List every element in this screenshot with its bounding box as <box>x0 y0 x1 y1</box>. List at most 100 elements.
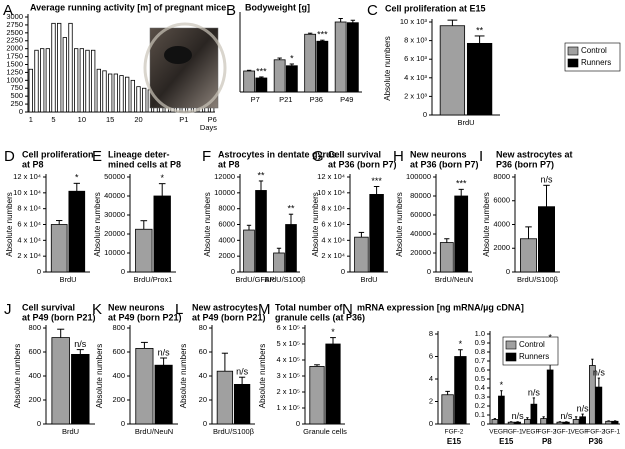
panel-letter: C <box>367 2 378 19</box>
y-tick-label: 2750 <box>6 20 23 29</box>
panel-letter: L <box>175 301 183 318</box>
y-tick-label: 6 x 10⁴ <box>17 219 41 228</box>
legend-swatch <box>567 58 579 68</box>
bar <box>68 22 73 113</box>
bar <box>491 419 499 425</box>
y-axis-label: Absolute numbers <box>311 192 320 256</box>
panel-title: at P36 (born P7) <box>410 159 479 169</box>
bar <box>346 22 359 93</box>
panel-title: Cell survival <box>22 302 75 312</box>
bar <box>538 206 556 273</box>
bar <box>595 386 603 425</box>
bar <box>50 224 68 273</box>
panel-title: New neurons <box>410 149 467 159</box>
significance: n/s <box>236 367 249 377</box>
bar <box>108 73 113 113</box>
y-tick-label: 60000 <box>410 210 431 219</box>
y-tick-label: 8 <box>429 329 433 338</box>
panel-letter: J <box>4 301 12 318</box>
y-axis-label: Absolute numbers <box>5 192 14 256</box>
x-tick-label: 15 <box>106 115 114 124</box>
y-tick-label: 800 <box>112 323 125 332</box>
y-tick-label: 4000 <box>218 235 235 244</box>
bar <box>255 190 267 273</box>
significance: ** <box>476 25 484 35</box>
bar <box>40 48 45 113</box>
y-tick-label: 4 <box>429 374 433 383</box>
y-tick-label: 0 <box>121 267 125 276</box>
bar <box>102 70 107 113</box>
bar <box>572 419 580 425</box>
bar <box>51 337 70 425</box>
panel-title: Bodyweight [g] <box>245 2 310 12</box>
bar <box>439 25 466 116</box>
y-tick-label: 6 <box>429 351 433 360</box>
significance: n/s <box>593 367 606 377</box>
x-tick-label: Granule cells <box>303 427 347 436</box>
bar <box>45 48 50 113</box>
significance: n/s <box>74 339 87 349</box>
significance: *** <box>317 30 328 40</box>
panel-letter: D <box>4 148 15 165</box>
bar <box>136 86 141 113</box>
y-axis-label: Absolute numbers <box>203 192 212 256</box>
bar <box>454 356 467 425</box>
significance: *** <box>256 66 267 76</box>
bar <box>125 76 130 113</box>
y-tick-label: 600 <box>112 347 125 356</box>
y-tick-label: 0 <box>427 267 431 276</box>
x-tick-label: BrdU/S100β <box>264 275 306 284</box>
bar <box>369 194 384 273</box>
bar <box>309 365 325 425</box>
x-tick-label: P6 <box>208 115 217 124</box>
y-tick-label: 6000 <box>493 196 510 205</box>
panel-title: at P49 (born P21) <box>192 312 266 322</box>
y-tick-label: 4 x 10³ <box>404 73 427 82</box>
y-tick-label: 40 <box>199 371 207 380</box>
y-tick-label: 0 <box>121 419 125 428</box>
bar <box>135 228 153 273</box>
panel-title: mined cells at P8 <box>108 159 181 169</box>
panel-letter: F <box>202 148 211 165</box>
panel-letter: E <box>92 148 102 165</box>
x-tick-label: VEGF <box>571 429 589 436</box>
panel-title: at P8 <box>22 159 44 169</box>
y-tick-label: 60 <box>199 347 207 356</box>
bar <box>243 229 255 273</box>
y-tick-label: 1 x 10⁵ <box>276 403 300 412</box>
y-tick-label: 200 <box>112 395 125 404</box>
y-tick-label: 10000 <box>214 188 235 197</box>
panel-title: Cell survival <box>328 149 381 159</box>
group-label: P36 <box>589 437 604 446</box>
y-tick-label: 0.4 <box>475 383 485 392</box>
y-tick-label: 0.6 <box>475 365 485 374</box>
y-tick-label: 8000 <box>493 172 510 181</box>
panel-title: mRNA expression [ng mRNA/µg cDNA] <box>357 302 524 312</box>
x-tick-label: 10 <box>78 115 86 124</box>
bar <box>285 224 297 273</box>
bar <box>605 420 612 425</box>
bar <box>520 238 538 273</box>
significance: ** <box>257 170 265 180</box>
panel-letter: A <box>3 2 13 19</box>
y-tick-label: 0.2 <box>475 401 485 410</box>
x-tick-label: BrdU/NeuN <box>435 275 473 284</box>
x-axis-label: Days <box>200 123 217 132</box>
panel-title: Total number of <box>275 302 343 312</box>
y-tick-label: 2000 <box>6 44 23 53</box>
x-tick-label: VEGF <box>522 429 540 436</box>
bar <box>498 395 505 425</box>
x-tick-label: FGF-2 <box>586 429 605 436</box>
y-tick-label: 0 <box>19 107 23 116</box>
bar <box>91 49 96 113</box>
y-tick-label: 40000 <box>104 191 125 200</box>
y-tick-label: 4 x 10⁵ <box>276 355 300 364</box>
x-tick-label: IGF-1 <box>506 429 523 436</box>
y-tick-label: 0 <box>506 267 510 276</box>
legend-label: Control <box>519 340 545 349</box>
x-tick-label: P49 <box>340 95 353 104</box>
y-tick-label: 2 x 10³ <box>404 91 427 100</box>
bar <box>233 383 251 425</box>
legend-swatch <box>505 352 517 362</box>
significance: * <box>160 173 164 183</box>
